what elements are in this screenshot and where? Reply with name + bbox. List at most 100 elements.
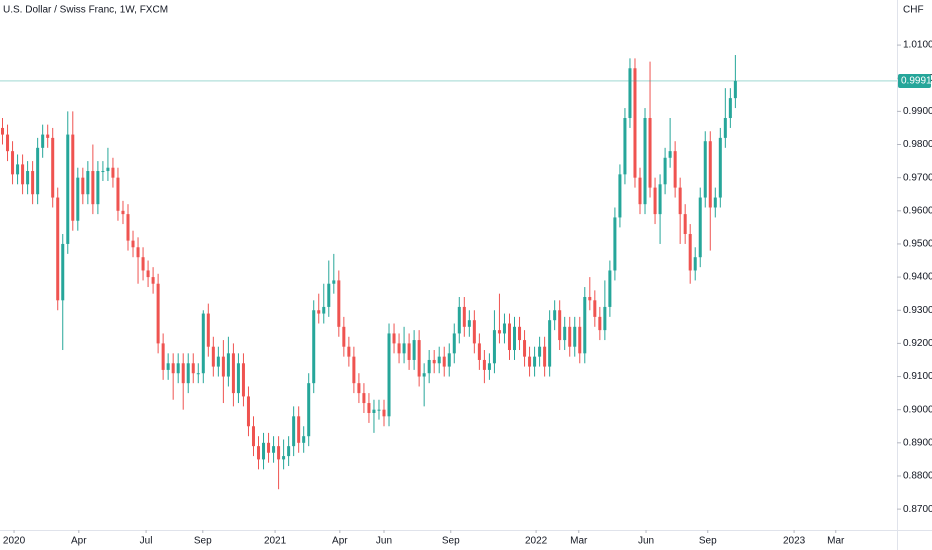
candle-body [628,68,632,118]
candle-body [693,257,697,271]
x-tick-label: Jun [376,536,392,547]
candle-body [663,157,667,185]
chart-title: U.S. Dollar / Swiss Franc, 1W, FXCM [3,5,168,16]
candle-body [533,356,537,367]
candle-body [161,343,165,370]
candle-body [272,446,276,453]
candle-body [121,210,125,215]
candle-body [221,356,225,377]
candle-body [151,277,155,284]
candle-body [312,310,316,384]
x-tick-label: Apr [332,536,348,547]
candle-body [362,393,366,404]
candle-body [668,151,672,158]
candle-body [633,68,637,178]
candle-body [648,117,652,188]
candle-body [603,306,607,331]
x-tick-label: Sep [442,536,460,547]
candle-body [337,280,341,327]
candle-body [36,147,40,195]
candle-body [447,353,451,367]
candle-body [392,333,396,344]
candle-body [176,363,180,374]
candle-body [568,326,572,347]
candle-body [41,134,45,148]
candle-body [101,171,105,173]
candle-body [267,442,271,453]
candle-body [718,137,722,198]
candle-body [277,446,281,460]
candle-body [201,313,205,374]
candle-body [713,197,717,208]
y-tick-label: 1.01000 [903,40,932,51]
candle-body [643,117,647,205]
candle-body [492,330,496,364]
candle-body [206,313,210,347]
candle-body [51,137,55,198]
candle-body [262,442,266,460]
candle-body [6,134,10,152]
candle-body [513,326,517,351]
x-tick-label: Sep [699,536,717,547]
candle-body [543,346,547,367]
candle-body [518,326,522,341]
candle-body [502,323,506,334]
candle-body [477,343,481,360]
x-tick-label: Mar [570,536,588,547]
candle-body [191,363,195,374]
candle-body [608,270,612,307]
x-tick-label: Jun [638,536,654,547]
candle-body [141,257,145,271]
candle-body [332,280,336,284]
candle-body [246,396,250,427]
candle-body [81,177,85,195]
candle-body [126,214,130,241]
candle-body [186,363,190,384]
x-tick-label: 2021 [264,536,287,547]
candle-body [251,426,255,447]
candle-body [432,359,436,364]
candle-body [226,353,230,377]
candle-body [86,171,90,195]
candle-body [618,174,622,218]
candle-body [467,320,471,327]
candle-body [588,296,592,301]
candle-body [688,234,692,271]
candle-body [412,340,416,360]
candle-body [76,177,80,221]
candle-body [623,117,627,175]
candle-body [106,167,110,172]
candle-body [56,197,60,301]
candle-body [377,409,381,411]
candle-body [457,306,461,334]
candle-body [241,363,245,397]
candle-body [322,306,326,314]
candle-body [598,316,602,331]
candle-body [307,383,311,437]
candle-body [257,446,261,460]
candle-body [342,326,346,347]
candle-body [46,134,50,138]
candle-body [61,243,65,301]
candle-body [417,340,421,377]
candle-body [437,356,441,364]
candle-body [593,300,597,317]
candle-body [402,343,406,354]
x-tick-label: 2022 [525,536,548,547]
candle-body [728,98,732,118]
candle-body [1,127,5,135]
currency-label: CHF [903,5,924,16]
candle-body [131,240,135,248]
candle-body [216,356,220,367]
